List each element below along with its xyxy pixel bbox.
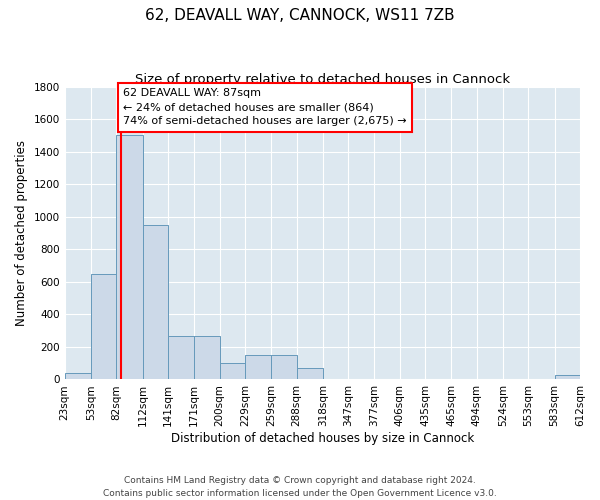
- Text: Contains HM Land Registry data © Crown copyright and database right 2024.
Contai: Contains HM Land Registry data © Crown c…: [103, 476, 497, 498]
- Title: Size of property relative to detached houses in Cannock: Size of property relative to detached ho…: [135, 72, 510, 86]
- Bar: [271, 355, 296, 380]
- Bar: [168, 336, 194, 380]
- Text: 62 DEAVALL WAY: 87sqm
← 24% of detached houses are smaller (864)
74% of semi-det: 62 DEAVALL WAY: 87sqm ← 24% of detached …: [123, 88, 407, 126]
- X-axis label: Distribution of detached houses by size in Cannock: Distribution of detached houses by size …: [171, 432, 474, 445]
- Bar: [220, 363, 245, 380]
- Y-axis label: Number of detached properties: Number of detached properties: [15, 140, 28, 326]
- Bar: [296, 368, 323, 380]
- Bar: [554, 374, 580, 380]
- Bar: [91, 274, 116, 380]
- Text: 62, DEAVALL WAY, CANNOCK, WS11 7ZB: 62, DEAVALL WAY, CANNOCK, WS11 7ZB: [145, 8, 455, 22]
- Bar: [194, 336, 220, 380]
- Bar: [116, 136, 143, 380]
- Bar: [245, 355, 271, 380]
- Bar: [65, 373, 91, 380]
- Bar: [143, 225, 168, 380]
